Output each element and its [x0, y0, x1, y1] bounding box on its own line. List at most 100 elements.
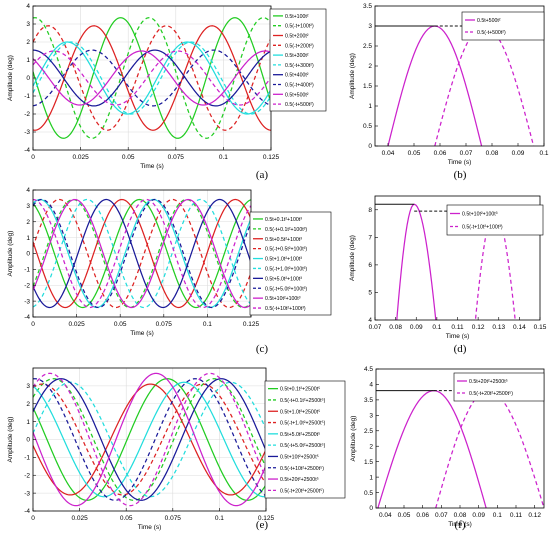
series-line-1 — [33, 198, 251, 309]
series-line-4 — [33, 25, 271, 131]
legend-entry: 0.5(-t+1.0t²+2500t⁵) — [280, 421, 326, 427]
series-line-10 — [33, 198, 251, 309]
legend-entry: 0.5t+300t² — [285, 53, 309, 59]
x-tick-label: 0 — [31, 515, 35, 522]
series-line-4 — [33, 383, 266, 496]
x-tick-label: 0.025 — [68, 321, 85, 328]
legend-entry: 0.5t+0.1t²+2500t⁵ — [280, 387, 320, 393]
x-tick-label: 0.025 — [72, 154, 89, 161]
panel-caption: (b) — [454, 169, 467, 181]
y-tick-label: -2 — [24, 472, 30, 479]
x-axis-label: Time (s) — [140, 163, 164, 170]
legend-entry: 0.5(-t+200t²) — [285, 43, 314, 49]
y-tick-label: -2 — [24, 282, 30, 289]
legend-entry: 0.5(-t+0.1t²+2500t⁵) — [280, 398, 326, 404]
y-tick-label: -2 — [24, 111, 30, 118]
series-line-5 — [33, 198, 251, 309]
series-line-8 — [33, 198, 251, 309]
legend-entry: 0.5t+20t²+2500t⁵ — [280, 477, 319, 483]
y-tick-label: 3.5 — [363, 3, 372, 10]
series-line-9 — [33, 372, 266, 507]
x-tick-label: 0.15 — [534, 324, 547, 331]
series-line-10 — [33, 50, 271, 106]
y-tick-label: 0 — [26, 437, 30, 444]
x-axis-label: Time (s) — [130, 330, 154, 337]
legend-entry: 0.5(-t+100t²) — [285, 24, 314, 30]
legend: 0.5t+500t² 0.5(-t+500t²) — [461, 11, 545, 41]
panel-caption: (a) — [256, 169, 269, 181]
y-tick-label: 2 — [26, 219, 30, 226]
plot-area — [375, 25, 535, 146]
series-line-1 — [33, 378, 266, 501]
legend-box — [446, 204, 544, 236]
series-line-3 — [33, 25, 271, 131]
x-tick-label: 0.075 — [165, 515, 182, 522]
series-line-7 — [33, 49, 271, 107]
series-line-1 — [396, 203, 437, 320]
y-tick-label: 4 — [26, 3, 30, 10]
x-tick-label: 0.08 — [454, 512, 467, 519]
chart-panel-e: 0 0.025 0.05 0.075 0.1 0.125 -4 -3 -2 -1 0 1 2 3 Time … — [7, 367, 346, 531]
plot-area — [376, 390, 544, 508]
x-tick-label: 0.09 — [472, 512, 485, 519]
series-line-7 — [33, 198, 251, 309]
x-tick-label: 0.11 — [510, 512, 523, 519]
legend-entry: 0.5(-t+20t²+2500t⁵) — [469, 391, 513, 397]
y-tick-label: -3 — [24, 298, 30, 305]
series-line-2 — [434, 25, 535, 146]
x-tick-label: 0.025 — [71, 515, 88, 522]
legend-entry: 0.5(-t+5.0t²+100t³) — [265, 286, 307, 292]
legend-entry: 0.5(-t+10t²+2500t⁵) — [280, 466, 324, 472]
y-axis-label: Amplitude (deg) — [350, 416, 357, 462]
x-tick-label: 0.05 — [114, 321, 127, 328]
x-tick-label: 0.14 — [513, 324, 526, 331]
x-tick-label: 0 — [31, 154, 35, 161]
y-axis-label: Amplitude (deg) — [349, 235, 356, 281]
legend-entry: 0.5(-t+1.0t²+100t³) — [265, 266, 307, 272]
legend-entry: 0.5t+200t² — [285, 34, 309, 40]
x-tick-label: 0.08 — [389, 324, 402, 331]
legend-entry: 0.5(-t+10t²+100t³) — [265, 306, 306, 312]
x-tick-label: 0.08 — [486, 150, 499, 157]
y-tick-label: 0.5 — [364, 490, 373, 497]
series-line-2 — [474, 210, 516, 320]
legend-box — [461, 11, 545, 41]
chart-panel-c: 0 0.025 0.05 0.075 0.1 0.125 -4 -3 -2 -1 0 1 2 3 4 Time… — [7, 187, 332, 355]
y-axis-label: Amplitude (deg) — [7, 231, 14, 277]
legend-entry: 0.5(-t+500t²) — [477, 30, 506, 36]
x-tick-label: 0.13 — [492, 324, 505, 331]
legend: 0.5t+20t²+2500t⁵ 0.5(-t+20t²+2500t⁵) — [453, 372, 545, 402]
legend: 0.5t+10t²+100t³ 0.5(-t+10t²+100t³) — [446, 204, 544, 236]
x-tick-label: 0.06 — [434, 150, 447, 157]
x-tick-label: 0.04 — [382, 150, 395, 157]
y-tick-label: 5 — [368, 290, 372, 297]
chart-panel-a: 0 0.025 0.05 0.075 0.1 0.125 -4 -3 -2 -1 0 1 2 3 4 Time… — [7, 3, 327, 181]
x-tick-label: 0.125 — [263, 154, 280, 161]
x-axis-label: Time (s) — [448, 159, 472, 166]
y-tick-label: 4 — [26, 187, 30, 194]
legend-entry: 0.5t+1.0t²+2500t⁵ — [280, 409, 320, 415]
y-tick-label: 1 — [26, 419, 30, 426]
legend-entry: 0.5(-t+20t²+2500t⁵) — [280, 488, 324, 494]
plot-area — [33, 17, 271, 139]
y-tick-label: 7 — [368, 235, 372, 242]
x-axis-label: Time (s) — [138, 524, 162, 531]
legend: 0.5t+0.1t²+2500t⁵ 0.5(-t+0.1t²+2500t⁵) 0.5… — [264, 380, 346, 499]
legend-box — [264, 380, 346, 499]
y-tick-label: 1 — [26, 57, 30, 64]
legend: 0.5t+100t² 0.5(-t+100t²) 0.5t+200t² 0.5(-t+… — [269, 8, 327, 112]
series-line-8 — [33, 49, 271, 107]
series-line-2 — [33, 198, 251, 309]
series-line-3 — [33, 383, 266, 496]
legend-entry: 0.5(-t+10t²+100t³) — [462, 225, 503, 231]
y-tick-label: 1 — [368, 103, 372, 110]
x-tick-label: 0.12 — [472, 324, 485, 331]
legend-entry: 0.5t+10t²+100t³ — [265, 296, 301, 302]
x-tick-label: 0.05 — [408, 150, 421, 157]
panel-caption: (c) — [256, 343, 269, 355]
y-tick-label: 1 — [26, 235, 30, 242]
x-tick-label: 0.04 — [379, 512, 392, 519]
y-tick-label: 2.5 — [364, 428, 373, 435]
